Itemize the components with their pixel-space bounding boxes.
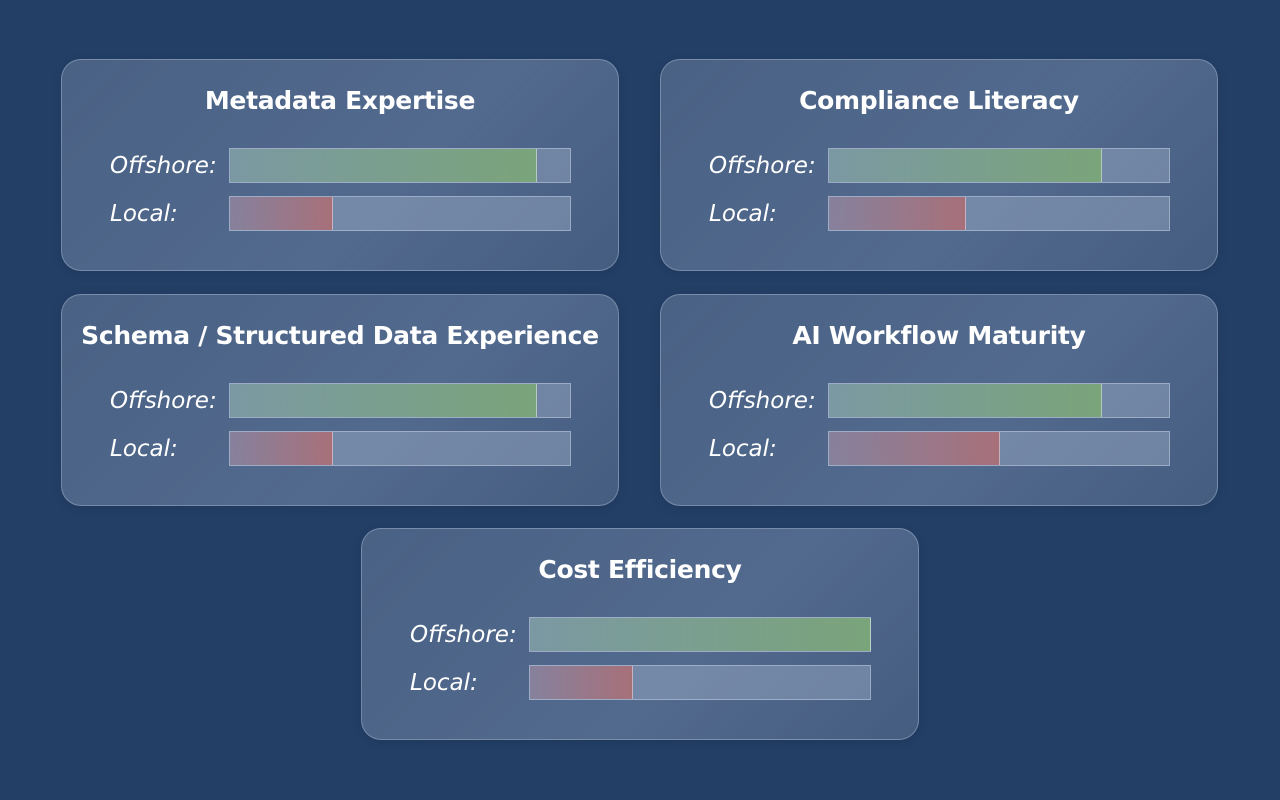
local-bar-track bbox=[529, 665, 871, 700]
card-title: Metadata Expertise bbox=[204, 86, 476, 115]
offshore-label: Offshore: bbox=[110, 153, 217, 179]
local-bar bbox=[230, 432, 333, 465]
local-label: Local: bbox=[410, 670, 478, 696]
local-label: Local: bbox=[110, 201, 178, 227]
offshore-bar bbox=[230, 149, 537, 182]
card-title: Schema / Structured Data Experience bbox=[81, 321, 599, 350]
local-bar bbox=[530, 666, 633, 699]
offshore-bar-track bbox=[529, 617, 871, 652]
offshore-bar bbox=[530, 618, 871, 651]
offshore-bar bbox=[829, 384, 1102, 417]
card-metadata-expertise: Metadata Expertise Offshore: Local: bbox=[61, 59, 619, 271]
card-cost-efficiency: Cost Efficiency Offshore: Local: bbox=[361, 528, 919, 740]
card-ai-workflow-maturity: AI Workflow Maturity Offshore: Local: bbox=[660, 294, 1218, 506]
offshore-bar-track bbox=[229, 383, 571, 418]
offshore-bar-track bbox=[828, 148, 1170, 183]
local-bar bbox=[829, 432, 1000, 465]
local-bar bbox=[230, 197, 333, 230]
card-compliance-literacy: Compliance Literacy Offshore: Local: bbox=[660, 59, 1218, 271]
local-label: Local: bbox=[110, 436, 178, 462]
offshore-bar-track bbox=[828, 383, 1170, 418]
offshore-label: Offshore: bbox=[709, 388, 816, 414]
local-bar-track bbox=[828, 196, 1170, 231]
offshore-label: Offshore: bbox=[709, 153, 816, 179]
card-schema-structured-data-experience: Schema / Structured Data Experience Offs… bbox=[61, 294, 619, 506]
local-bar-track bbox=[229, 196, 571, 231]
local-bar-track bbox=[828, 431, 1170, 466]
card-title: Cost Efficiency bbox=[538, 555, 742, 584]
local-label: Local: bbox=[709, 436, 777, 462]
offshore-bar-track bbox=[229, 148, 571, 183]
offshore-label: Offshore: bbox=[410, 622, 517, 648]
offshore-bar bbox=[230, 384, 537, 417]
local-bar-track bbox=[229, 431, 571, 466]
offshore-bar bbox=[829, 149, 1102, 182]
card-title: Compliance Literacy bbox=[799, 86, 1079, 115]
local-bar bbox=[829, 197, 966, 230]
local-label: Local: bbox=[709, 201, 777, 227]
offshore-label: Offshore: bbox=[110, 388, 217, 414]
card-title: AI Workflow Maturity bbox=[792, 321, 1086, 350]
